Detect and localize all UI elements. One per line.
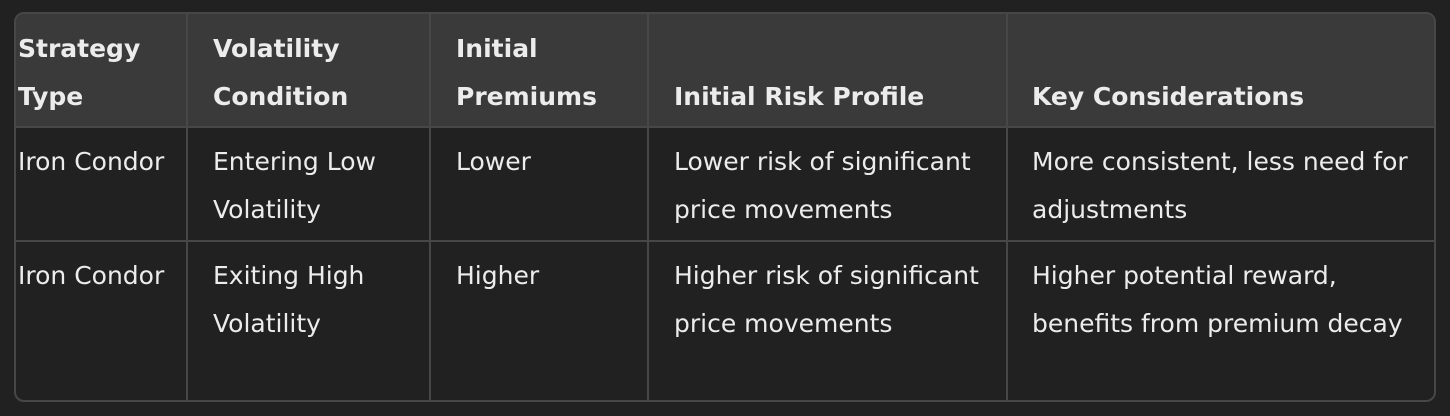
table-header-row: Strategy Type Volatility Condition Initi… — [16, 14, 1434, 128]
cell-initial-premiums: Higher — [430, 241, 649, 400]
header-initial-premiums: Initial Premiums — [430, 14, 649, 128]
header-volatility-condition: Volatility Condition — [187, 14, 431, 128]
header-strategy-type: Strategy Type — [16, 14, 188, 128]
cell-initial-premiums: Lower — [430, 127, 649, 241]
strategy-table: Strategy Type Volatility Condition Initi… — [16, 14, 1434, 400]
comparison-table: Strategy Type Volatility Condition Initi… — [14, 12, 1436, 402]
cell-volatility-condition: Exiting High Volatility — [187, 241, 431, 400]
cell-initial-risk-profile: Higher risk of significant price movemen… — [648, 241, 1008, 400]
table-row: Iron Condor Exiting High Volatility High… — [16, 241, 1434, 400]
cell-key-considerations: Higher potential reward, benefits from p… — [1032, 261, 1403, 338]
cell-key-considerations: More consistent, less need for adjustmen… — [1032, 147, 1408, 224]
header-initial-risk-profile: Initial Risk Profile — [648, 14, 1008, 128]
header-key-considerations: Key Considerations — [1007, 14, 1434, 128]
cell-strategy-type: Iron Condor — [16, 127, 188, 241]
table-row: Iron Condor Entering Low Volatility Lowe… — [16, 127, 1434, 241]
cell-volatility-condition: Entering Low Volatility — [187, 127, 431, 241]
cell-initial-risk-profile: Lower risk of significant price movement… — [648, 127, 1008, 241]
cell-strategy-type: Iron Condor — [16, 241, 188, 400]
